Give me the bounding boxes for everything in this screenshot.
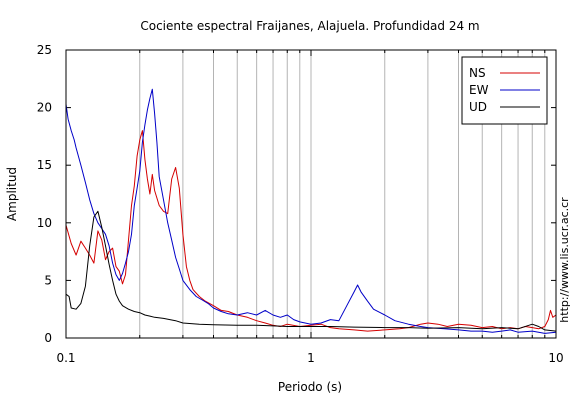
y-tick-label: 15 <box>37 158 52 172</box>
legend: NS EW UD <box>461 56 548 125</box>
chart-grid <box>139 50 546 338</box>
y-tick-label: 20 <box>37 101 52 115</box>
legend-label-ns: NS <box>469 66 486 80</box>
y-axis-tick-labels: 0 5 10 15 20 25 <box>37 43 52 345</box>
x-tick-label: 1 <box>307 351 315 365</box>
x-axis-label: Periodo (s) <box>278 380 342 394</box>
plot-frame <box>65 49 557 339</box>
y-tick-label: 0 <box>44 331 52 345</box>
source-url-text: http://www.lis.ucr.ac.cr <box>558 197 571 323</box>
x-axis-tick-labels: 0.1 1 10 <box>56 351 563 365</box>
series-line-ew <box>65 88 557 334</box>
x-tick-label: 10 <box>548 351 563 365</box>
chart-title: Cociente espectral Fraijanes, Alajuela. … <box>140 19 479 33</box>
series-layer <box>65 88 557 334</box>
y-tick-label: 5 <box>44 273 52 287</box>
y-tick-label: 25 <box>37 43 52 57</box>
legend-items: NS EW UD <box>469 66 540 114</box>
legend-label-ew: EW <box>469 83 489 97</box>
y-tick-label: 10 <box>37 216 52 230</box>
series-line-ns <box>65 130 557 332</box>
series-line-ud <box>65 210 557 332</box>
legend-label-ud: UD <box>469 100 487 114</box>
y-axis-label: Amplitud <box>5 167 19 221</box>
x-tick-label: 0.1 <box>56 351 75 365</box>
